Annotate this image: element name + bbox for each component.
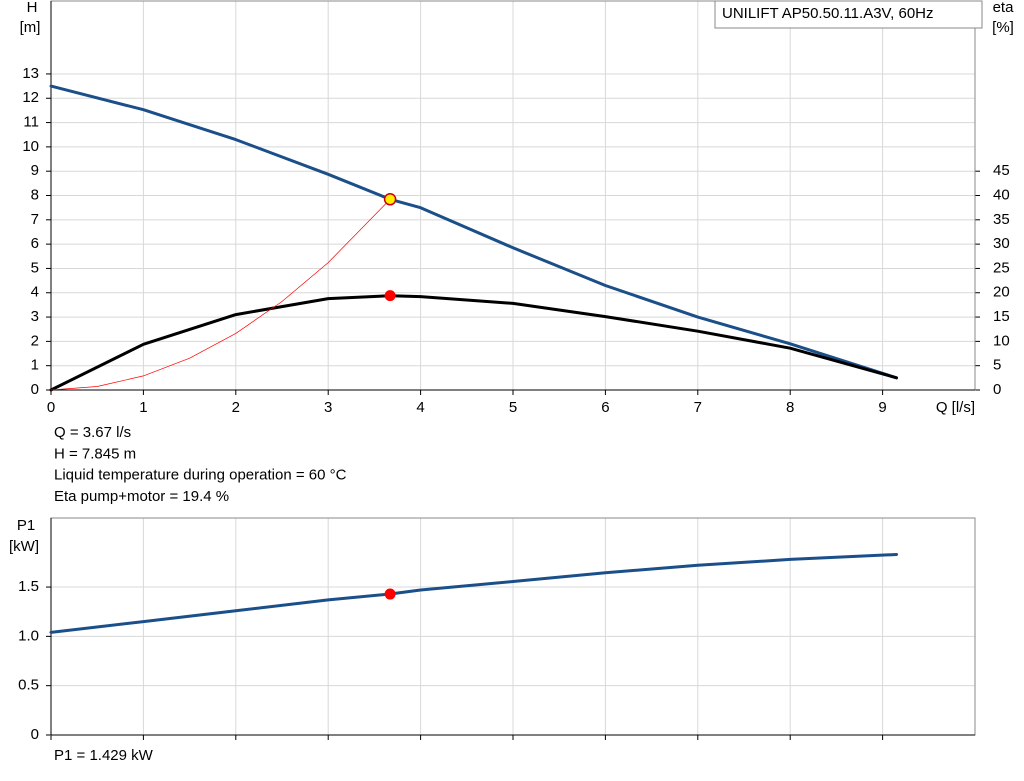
y-tick-label: 1.0 — [18, 627, 39, 644]
x-tick-label: 7 — [694, 399, 702, 416]
y-tick-label: 3 — [31, 308, 39, 325]
annotation: H = 7.845 m — [54, 445, 136, 462]
x-tick-label: 6 — [601, 399, 609, 416]
y-tick-label: 5 — [31, 259, 39, 276]
annotation: Liquid temperature during operation = 60… — [54, 467, 347, 484]
duty-point — [384, 290, 396, 302]
curve — [50, 198, 391, 391]
y-axis-label: H — [27, 0, 38, 16]
x-tick-label: 0 — [47, 399, 55, 416]
y-tick-label: 1 — [31, 357, 39, 374]
y-axis-unit: [kW] — [9, 538, 39, 555]
y-tick-label: 9 — [31, 162, 39, 179]
y-tick-label: 8 — [31, 186, 39, 203]
y2-tick-label: 20 — [993, 284, 1010, 301]
x-axis-label: Q [l/s] — [936, 399, 975, 416]
x-tick-label: 9 — [878, 399, 886, 416]
annotation: Eta pump+motor = 19.4 % — [54, 488, 229, 505]
annotation: P1 = 1.429 kW — [54, 747, 154, 764]
legend-box — [714, 0, 983, 29]
x-tick-label: 4 — [416, 399, 424, 416]
curve — [49, 84, 898, 380]
y-tick-label: 0.5 — [18, 677, 39, 694]
annotation: Q = 3.67 l/s — [54, 424, 131, 441]
y2-tick-label: 30 — [993, 235, 1010, 252]
y-tick-label: 0 — [31, 726, 39, 743]
y-tick-label: 2 — [31, 332, 39, 349]
y2-tick-label: 35 — [993, 211, 1010, 228]
y-axis-unit: [m] — [20, 19, 41, 36]
y-axis-label: P1 — [17, 517, 35, 534]
x-tick-label: 2 — [232, 399, 240, 416]
duty-point — [383, 193, 397, 206]
y2-tick-label: 25 — [993, 259, 1010, 276]
y-tick-label: 13 — [22, 65, 39, 82]
y-tick-label: 11 — [23, 114, 39, 131]
y-tick-label: 6 — [31, 235, 39, 252]
y-tick-label: 0 — [31, 381, 39, 398]
y-tick-label: 1.5 — [18, 578, 39, 595]
x-tick-label: 8 — [786, 399, 794, 416]
y2-tick-label: 10 — [993, 332, 1010, 349]
chart-title: UNILIFT AP50.50.11.A3V, 60Hz — [722, 5, 934, 22]
x-tick-label: 5 — [509, 399, 517, 416]
y2-axis-label: eta — [993, 0, 1015, 16]
y2-tick-label: 15 — [993, 308, 1010, 325]
y2-tick-label: 0 — [993, 381, 1001, 398]
y2-tick-label: 40 — [993, 186, 1010, 203]
curve — [49, 553, 898, 634]
y-tick-label: 12 — [22, 89, 39, 106]
y2-tick-label: 45 — [993, 162, 1010, 179]
x-tick-label: 1 — [139, 399, 147, 416]
y2-tick-label: 5 — [993, 357, 1001, 374]
y-tick-label: 10 — [22, 138, 39, 155]
y-tick-label: 7 — [31, 211, 39, 228]
y-tick-label: 4 — [31, 284, 39, 301]
duty-point — [384, 588, 396, 600]
x-tick-label: 3 — [324, 399, 332, 416]
y2-axis-unit: [%] — [992, 19, 1014, 36]
curve — [49, 294, 898, 392]
